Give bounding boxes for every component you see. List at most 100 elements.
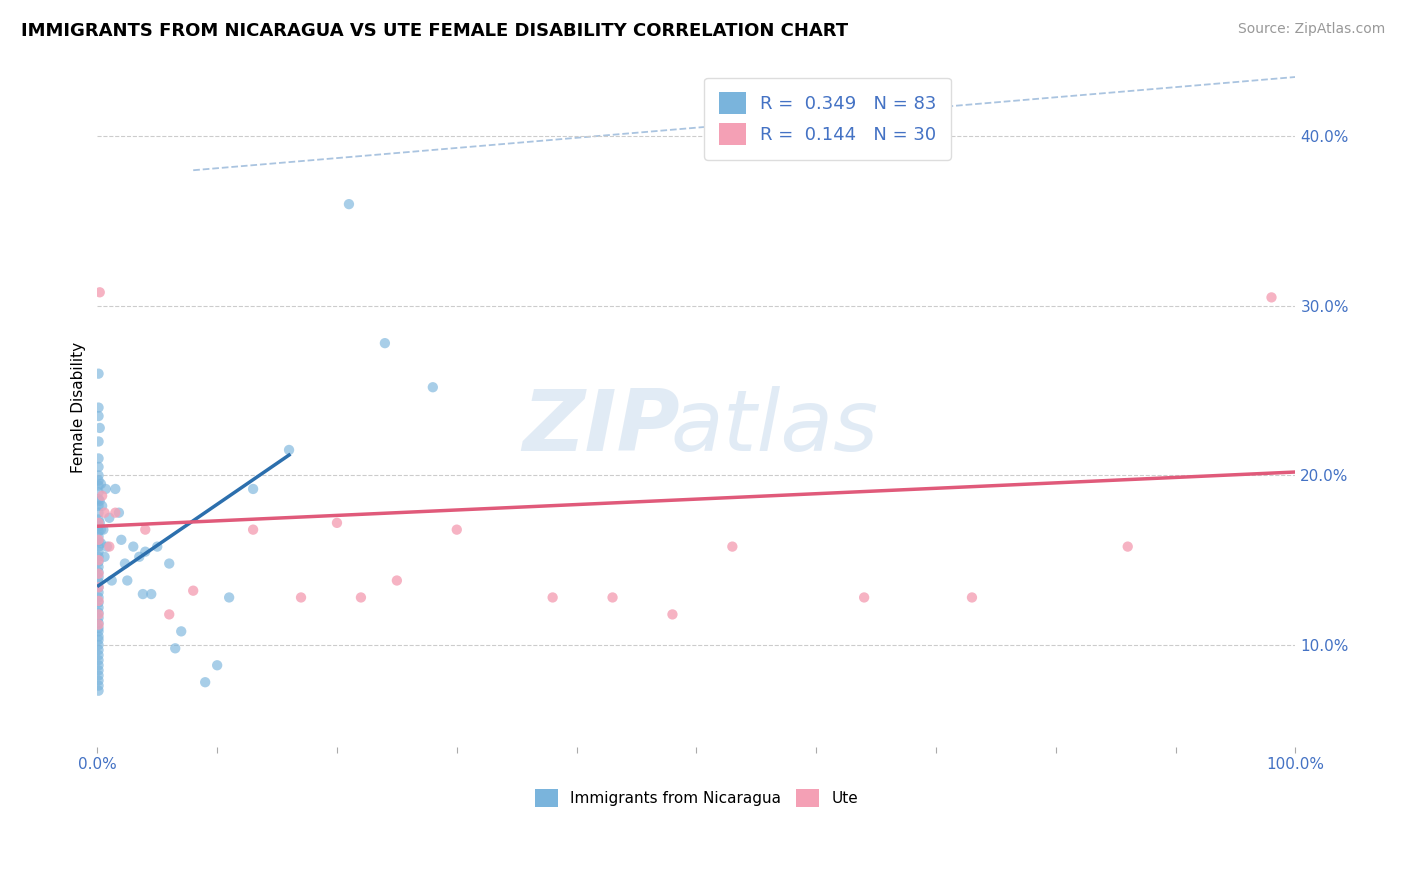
Point (87, 673, 110, 688)
Point (87, 519, 110, 533)
Point (87, 664, 110, 678)
Point (104, 482, 127, 496)
Point (87, 648, 110, 662)
Point (87, 606, 110, 620)
Point (157, 607, 180, 622)
Point (87, 478, 110, 492)
Point (87, 560, 110, 574)
Point (87, 607, 110, 622)
Point (960, 591, 983, 605)
Point (87, 580, 110, 594)
Point (87, 451, 110, 466)
Text: atlas: atlas (671, 386, 879, 469)
Point (89, 421, 111, 435)
Point (132, 587, 155, 601)
Point (87, 600, 110, 615)
Point (721, 540, 744, 554)
Point (661, 607, 683, 622)
Point (89, 493, 111, 508)
Point (128, 549, 150, 564)
Point (93, 549, 115, 564)
Point (87, 653, 110, 667)
Point (134, 523, 156, 537)
Point (87, 499, 110, 513)
Point (157, 557, 180, 571)
Point (87, 630, 110, 644)
Point (87, 367, 110, 381)
Point (170, 624, 193, 639)
Point (89, 285, 111, 300)
Point (278, 442, 301, 457)
Y-axis label: Female Disability: Female Disability (72, 342, 86, 473)
Point (337, 197, 360, 211)
Text: IMMIGRANTS FROM NICARAGUA VS UTE FEMALE DISABILITY CORRELATION CHART: IMMIGRANTS FROM NICARAGUA VS UTE FEMALE … (21, 22, 848, 40)
Point (853, 591, 876, 605)
Point (385, 574, 408, 588)
Point (87, 638, 110, 652)
Point (242, 482, 264, 496)
Point (87, 683, 110, 698)
Point (87, 549, 110, 564)
Point (122, 540, 145, 554)
Point (242, 523, 264, 537)
Point (446, 523, 468, 537)
Point (87, 585, 110, 599)
Point (87, 459, 110, 474)
Point (87, 594, 110, 608)
Point (146, 540, 169, 554)
Point (93, 506, 115, 520)
Point (91, 499, 114, 513)
Point (89, 516, 111, 530)
Point (87, 533, 110, 547)
Legend: Immigrants from Nicaragua, Ute: Immigrants from Nicaragua, Ute (529, 783, 865, 814)
Point (93, 523, 115, 537)
Point (87, 409, 110, 423)
Point (87, 506, 110, 520)
Point (87, 566, 110, 581)
Point (1260, 290, 1282, 304)
Point (87, 591, 110, 605)
Point (422, 380, 444, 394)
Point (90, 536, 112, 550)
Point (87, 529, 110, 543)
Point (87, 516, 110, 530)
Point (87, 512, 110, 526)
Point (326, 516, 349, 530)
Point (87, 617, 110, 632)
Point (87, 621, 110, 635)
Point (87, 534, 110, 549)
Point (104, 506, 127, 520)
Point (218, 591, 240, 605)
Point (87, 540, 110, 554)
Point (90, 476, 112, 491)
Point (87, 485, 110, 500)
Point (87, 492, 110, 507)
Point (87, 468, 110, 483)
Point (87, 595, 110, 609)
Point (374, 336, 396, 351)
Point (87, 575, 110, 590)
Point (87, 434, 110, 449)
Point (87, 658, 110, 673)
Point (98, 540, 121, 554)
Point (87, 544, 110, 558)
Point (87, 611, 110, 625)
Point (1116, 540, 1139, 554)
Point (110, 533, 132, 547)
Point (205, 658, 228, 673)
Point (87, 524, 110, 539)
Point (87, 632, 110, 647)
Point (114, 557, 136, 571)
Point (117, 574, 139, 588)
Point (350, 591, 373, 605)
Point (87, 401, 110, 415)
Point (290, 591, 312, 605)
Point (87, 679, 110, 693)
Point (194, 675, 217, 690)
Text: ZIP: ZIP (522, 386, 679, 469)
Point (87, 555, 110, 569)
Point (134, 544, 156, 558)
Point (94, 482, 117, 496)
Point (141, 587, 163, 601)
Point (87, 565, 110, 579)
